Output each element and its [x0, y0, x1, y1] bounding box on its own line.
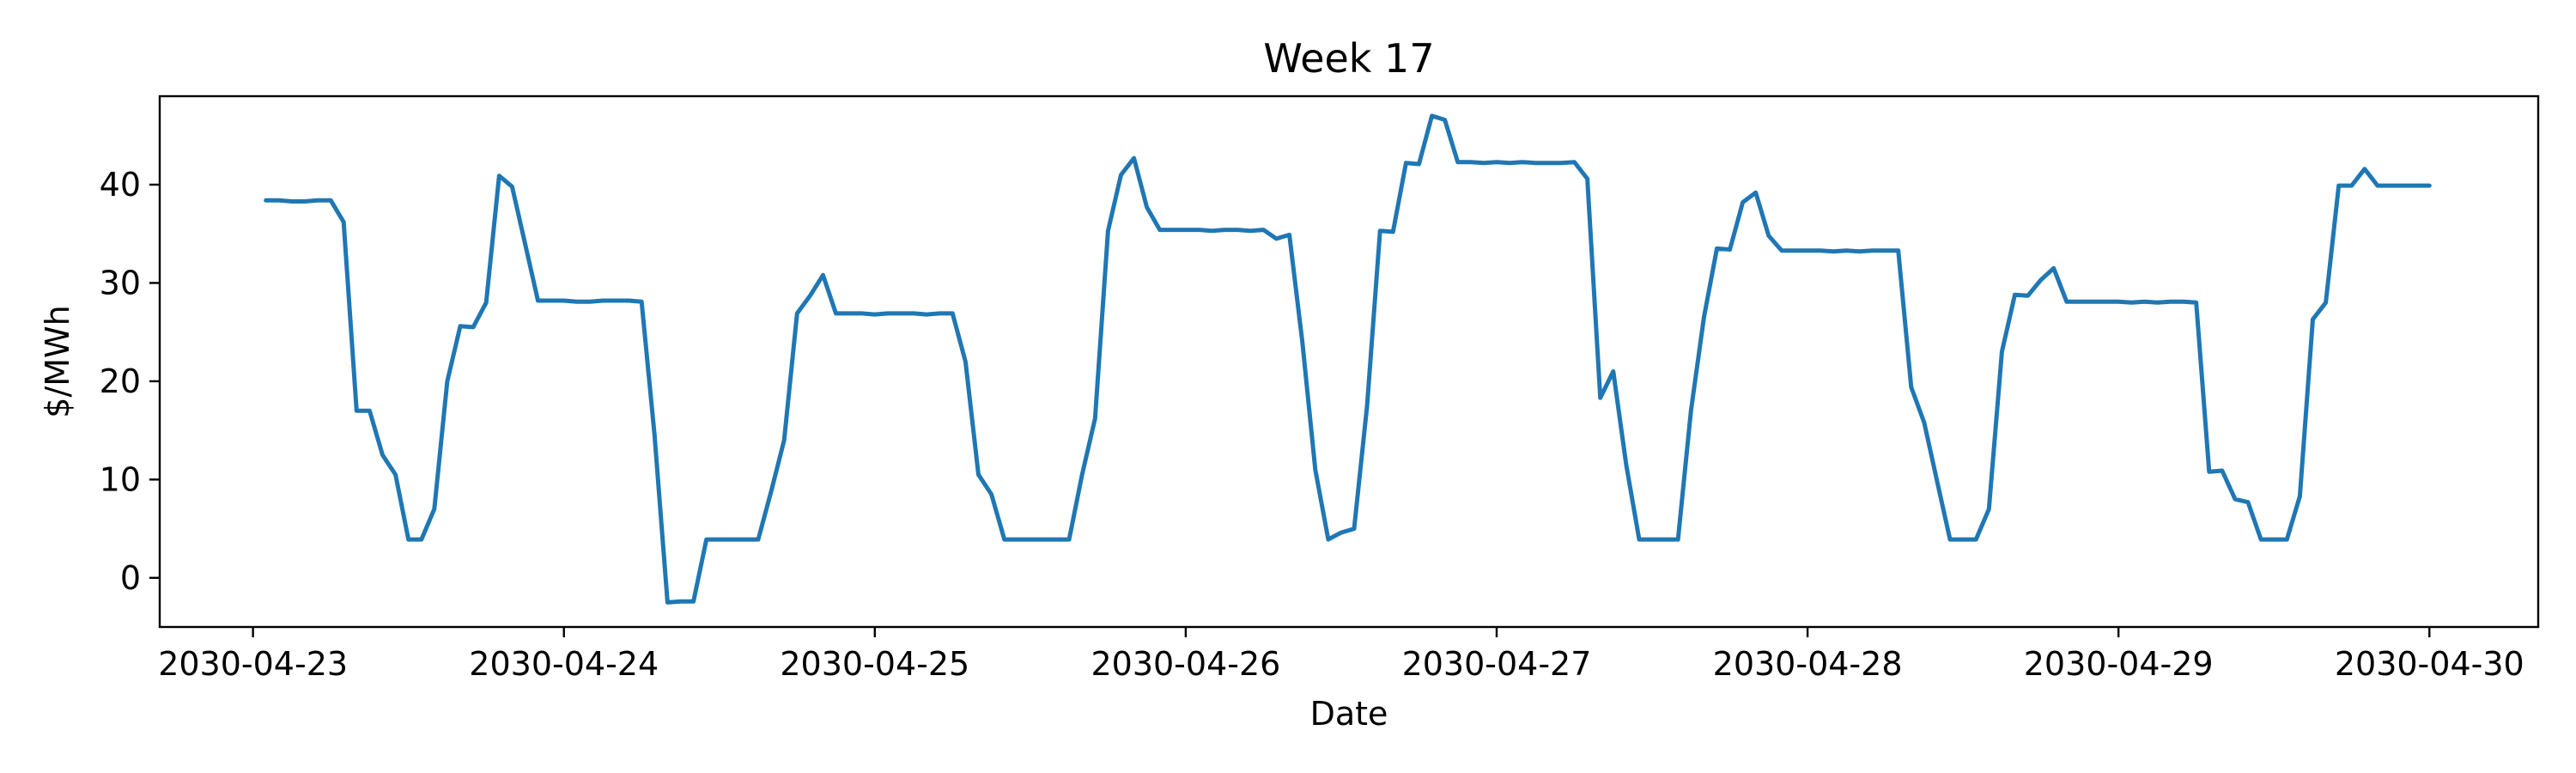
y-tick-label: 10: [100, 460, 141, 498]
x-tick-label: 2030-04-26: [1091, 645, 1280, 683]
series-layer: [264, 113, 2432, 605]
plot-area: [158, 94, 2540, 629]
y-axis: 0 10 20 30 40: [100, 166, 160, 597]
y-tick-label: 0: [120, 559, 141, 597]
x-axis-label: Date: [1310, 695, 1388, 733]
x-tick-label: 2030-04-24: [469, 645, 659, 683]
y-tick-label: 30: [100, 264, 141, 301]
x-tick-label: 2030-04-28: [1713, 645, 1903, 683]
chart-title: Week 17: [1263, 35, 1434, 82]
x-tick-label: 2030-04-30: [2335, 645, 2524, 683]
x-axis: 2030-04-23 2030-04-24 2030-04-25 2030-04-26…: [158, 627, 2524, 683]
x-tick-label: 2030-04-25: [780, 645, 969, 683]
y-tick-label: 40: [100, 166, 141, 204]
series-line: [264, 113, 2432, 605]
plot-frame: [158, 94, 2540, 629]
x-tick-label: 2030-04-27: [1402, 645, 1592, 683]
x-tick-label: 2030-04-23: [158, 645, 348, 683]
y-tick-label: 20: [100, 362, 141, 400]
y-axis-label: $/MWh: [39, 305, 76, 417]
x-tick-label: 2030-04-29: [2024, 645, 2214, 683]
